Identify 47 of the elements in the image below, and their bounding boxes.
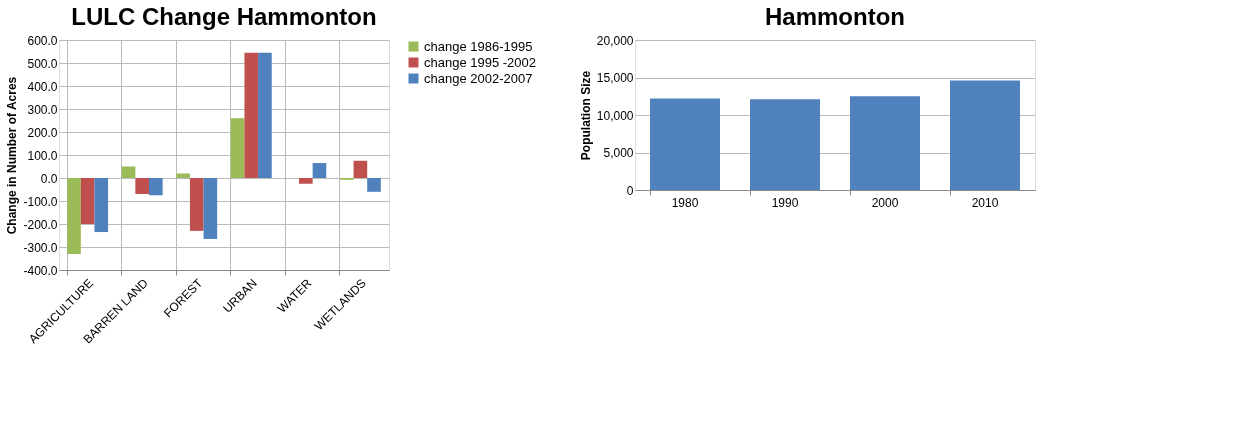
x-tick-label: 2000 — [871, 195, 899, 210]
y-tick-label: 15,000 — [596, 71, 634, 85]
bar — [950, 80, 1020, 190]
chart-title: LULC Change Hammonton — [71, 3, 377, 30]
y-tick-label: 600.0 — [27, 33, 58, 48]
bar — [176, 173, 190, 178]
bar — [203, 178, 218, 239]
bar — [353, 160, 368, 178]
bar — [258, 52, 272, 178]
bar — [750, 99, 820, 190]
bar — [299, 178, 313, 184]
y-tick-label: -400.0 — [23, 263, 58, 278]
y-tick-label: 20,000 — [596, 33, 634, 48]
bar — [94, 178, 109, 233]
y-tick-label: -100.0 — [23, 194, 58, 209]
bar — [312, 163, 327, 178]
y-tick-label: -200.0 — [23, 217, 58, 232]
y-tick-label: 300.0 — [27, 102, 58, 117]
y-tick-label: 0.0 — [40, 171, 58, 186]
y-tick-label: 500.0 — [27, 56, 58, 71]
chart-title: Hammonton — [765, 3, 905, 30]
legend-label: change 2002-2007 — [424, 70, 533, 86]
y-tick-label: 100.0 — [27, 148, 58, 163]
y-axis-title: Change in Number of Acres — [5, 76, 20, 235]
y-tick-label: -300.0 — [23, 240, 58, 255]
x-tick-label: 2010 — [971, 195, 999, 210]
legend-label: change 1986-1995 — [424, 38, 533, 54]
bar — [850, 96, 920, 190]
bar — [189, 178, 204, 231]
bar — [244, 52, 259, 178]
legend-label: change 1995 -2002 — [424, 54, 537, 70]
y-tick-label: 0 — [626, 183, 634, 198]
bar — [121, 166, 136, 178]
y-tick-label: 400.0 — [27, 79, 58, 94]
y-tick-label: 5,000 — [603, 146, 634, 160]
bar — [149, 178, 163, 196]
y-axis-title: Population Size — [578, 70, 593, 161]
x-tick-label: 1980 — [671, 195, 699, 210]
bar — [67, 178, 81, 254]
bar — [650, 98, 720, 190]
bar — [135, 178, 149, 195]
bar — [367, 178, 381, 192]
y-tick-label: 10,000 — [596, 108, 634, 123]
x-tick-label: 1990 — [771, 195, 799, 210]
bar — [230, 118, 245, 178]
y-tick-label: 200.0 — [27, 125, 58, 140]
bar — [80, 178, 95, 224]
